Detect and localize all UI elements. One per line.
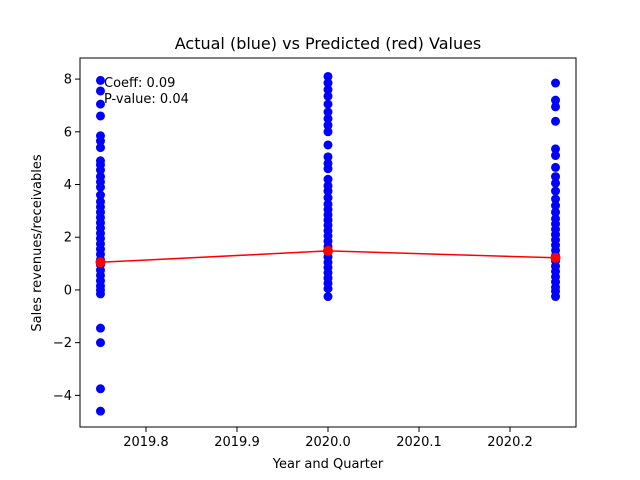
actual-point <box>551 102 561 112</box>
actual-point <box>323 91 333 101</box>
actual-point <box>323 127 333 137</box>
actual-point <box>323 107 333 117</box>
actual-point <box>323 99 333 109</box>
coeff-annotation: Coeff: 0.09 <box>104 76 175 91</box>
y-axis-label: Sales revenues/receivables <box>30 154 45 331</box>
y-tick-label: 8 <box>64 73 72 88</box>
actual-series <box>95 71 561 416</box>
actual-point <box>95 182 105 192</box>
y-tick-label: −2 <box>53 336 72 351</box>
actual-point <box>551 292 561 302</box>
actual-point <box>323 186 333 196</box>
x-tick-label: 2020.1 <box>396 435 442 450</box>
actual-point <box>551 116 561 126</box>
actual-point <box>551 162 561 172</box>
chart-title: Actual (blue) vs Predicted (red) Values <box>175 34 482 53</box>
actual-point <box>323 193 333 203</box>
actual-point <box>323 164 333 174</box>
actual-point <box>95 323 105 333</box>
y-tick-label: 6 <box>64 125 72 140</box>
actual-point <box>95 338 105 348</box>
y-tick-label: −4 <box>53 389 72 404</box>
actual-point <box>323 292 333 302</box>
x-tick-label: 2020.0 <box>305 435 351 450</box>
x-tick-label: 2020.2 <box>487 435 533 450</box>
actual-point <box>95 289 105 299</box>
actual-point <box>323 114 333 124</box>
predicted-point <box>550 252 561 263</box>
actual-point <box>95 384 105 394</box>
actual-point <box>551 172 561 182</box>
y-axis: −4 −2 0 2 4 6 8 <box>53 73 80 404</box>
actual-point <box>323 140 333 150</box>
actual-point <box>323 174 333 184</box>
actual-point <box>95 406 105 416</box>
actual-point <box>323 284 333 294</box>
actual-point <box>323 85 333 95</box>
actual-point <box>551 95 561 105</box>
actual-point <box>95 136 105 146</box>
actual-point <box>95 111 105 121</box>
actual-point <box>551 178 561 188</box>
x-tick-label: 2019.8 <box>123 435 169 450</box>
predicted-point <box>95 257 106 268</box>
x-axis: 2019.8 2019.9 2020.0 2020.1 2020.2 <box>123 427 533 450</box>
actual-point <box>95 99 105 109</box>
predicted-point <box>323 245 333 256</box>
y-tick-label: 0 <box>64 283 72 298</box>
actual-point <box>551 186 561 196</box>
actual-point <box>551 207 561 217</box>
actual-point <box>95 165 105 175</box>
actual-point <box>323 71 333 81</box>
actual-point <box>551 194 561 204</box>
actual-point <box>323 152 333 162</box>
actual-point <box>323 78 333 88</box>
actual-point <box>551 144 561 154</box>
actual-point <box>323 120 333 130</box>
actual-point <box>551 151 561 161</box>
x-axis-label: Year and Quarter <box>272 457 384 472</box>
pvalue-annotation: P-value: 0.04 <box>104 92 189 107</box>
actual-point <box>95 75 105 85</box>
plot-area <box>79 57 577 428</box>
y-tick-label: 2 <box>64 231 72 246</box>
actual-point <box>95 86 105 96</box>
actual-point <box>551 201 561 211</box>
y-tick-label: 4 <box>64 178 72 193</box>
actual-point <box>551 78 561 88</box>
actual-point <box>95 190 105 200</box>
x-tick-label: 2019.9 <box>214 435 260 450</box>
predicted-series <box>95 245 561 268</box>
actual-point <box>95 143 105 153</box>
